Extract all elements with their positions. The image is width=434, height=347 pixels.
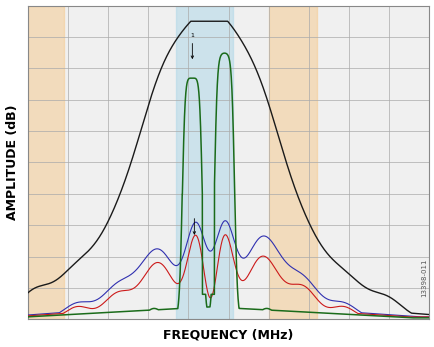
Text: 1: 1 <box>190 33 194 58</box>
Bar <box>176 6 232 320</box>
Text: 13398-011: 13398-011 <box>420 259 426 297</box>
Bar <box>268 6 316 320</box>
X-axis label: FREQUENCY (MHz): FREQUENCY (MHz) <box>163 329 293 341</box>
Bar <box>27 6 64 320</box>
Y-axis label: AMPLITUDE (dB): AMPLITUDE (dB) <box>6 105 19 220</box>
